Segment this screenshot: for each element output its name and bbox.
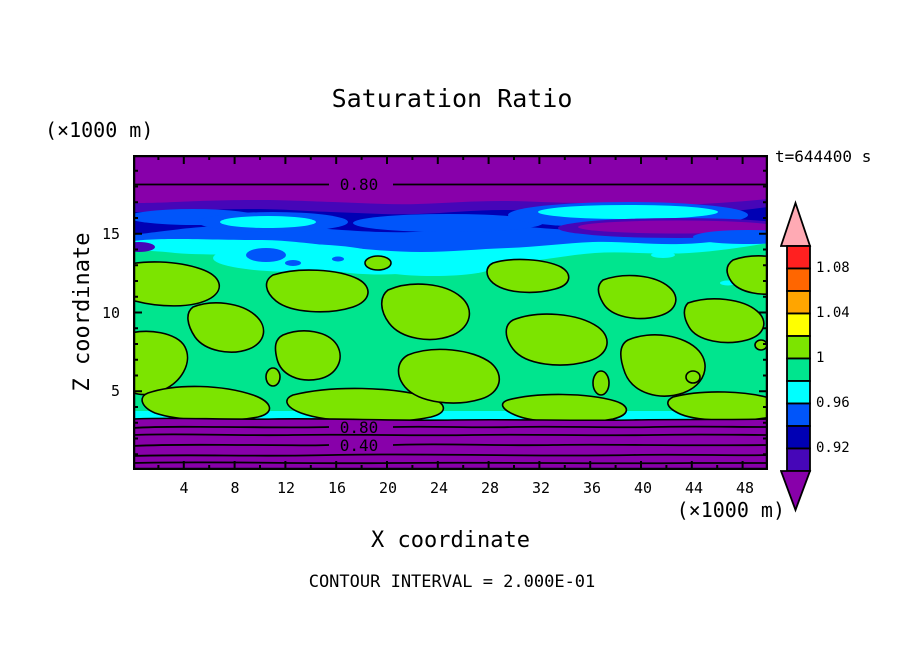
contour-field: 0.80 0.80 0.40 [133,155,768,470]
contour-label-bottom-080: 0.80 [340,418,379,437]
contour-label-top: 0.80 [340,175,379,194]
contour-blob [620,334,706,397]
contour-blob [501,393,628,424]
colorbar-segment [786,425,811,450]
contour-blob [486,258,570,294]
supersaturation-blobs [133,255,768,424]
colorbar-segment [786,312,811,337]
colorbar-segment [786,290,811,315]
x-tick-label: 16 [327,479,347,497]
contour-blob [592,370,610,396]
streak-blue [693,230,768,244]
x-axis-title: X coordinate [371,528,530,553]
contour-blob [597,274,677,320]
contour-blob [274,330,341,381]
x-tick-label: 28 [480,479,500,497]
contour-blob [683,298,765,344]
x-tick-label: 24 [429,479,449,497]
contour-blob [187,302,265,353]
contour-blob [505,313,608,366]
band-purple-top [133,155,768,206]
colorbar [780,200,812,513]
contour-interval-note: CONTOUR INTERVAL = 2.000E-01 [308,572,596,592]
streak-blue [353,214,543,232]
x-tick-label: 32 [531,479,551,497]
colorbar-segment [786,447,811,472]
contour-blob [380,283,471,341]
contour-blob [141,385,271,422]
contour-plot: 0.80 0.80 0.40 [133,155,768,470]
colorbar-label: 1 [816,350,825,366]
streak-purple [578,220,768,234]
contour-blob [265,367,281,387]
colorbar-label: 1.08 [816,260,850,276]
contour-blob [265,269,369,313]
x-tick-label: 8 [230,479,240,497]
contour-blob [685,370,701,384]
streak-cyan [538,205,718,219]
swath-blue [246,248,286,262]
x-axis-unit: (×1000 m) [676,498,785,522]
x-tick-label: 44 [684,479,704,497]
colorbar-label: 0.92 [816,440,850,456]
z-tick-label: 15 [101,225,120,243]
contour-blob [667,391,768,422]
x-tick-label: 40 [633,479,653,497]
swath-cyan [373,258,493,276]
streak-cyan [220,216,316,228]
contour-blob [286,387,445,423]
contour-blob [397,348,501,404]
x-tick-label: 36 [582,479,602,497]
colorbar-under-arrow [780,470,812,513]
colorbar-label: 0.96 [816,395,850,411]
contour-lines [133,183,768,465]
z-axis-unit: (×1000 m) [45,118,154,142]
colorbar-segment [786,267,811,292]
swath-blue [285,260,301,266]
swath-blue [332,256,344,262]
colorbar-label: 1.04 [816,305,850,321]
contour-blob [364,255,392,271]
swath-cyan [213,244,383,272]
contour-blob [726,255,768,295]
colorbar-segment [786,357,811,382]
contour-blob [133,261,221,307]
swath-cyan [651,252,675,258]
streak-indigo [133,242,155,252]
contour-label-bottom-040: 0.40 [340,436,379,455]
chart-title: Saturation Ratio [331,84,573,113]
colorbar-segment [786,402,811,427]
colorbar-segment [786,335,811,360]
colorbar-segment [786,380,811,405]
x-tick-label: 48 [735,479,755,497]
x-tick-label: 4 [179,479,189,497]
x-tick-label: 12 [276,479,296,497]
colorbar-over-arrow [780,200,812,247]
x-tick-label: 20 [378,479,398,497]
time-stamp: t=644400 s [775,147,872,166]
colorbar-segment [786,245,811,270]
z-tick-label: 5 [110,382,120,400]
z-tick-label: 10 [101,304,120,322]
contour-line-bottom-edge [133,417,768,422]
plot-border [133,155,768,470]
